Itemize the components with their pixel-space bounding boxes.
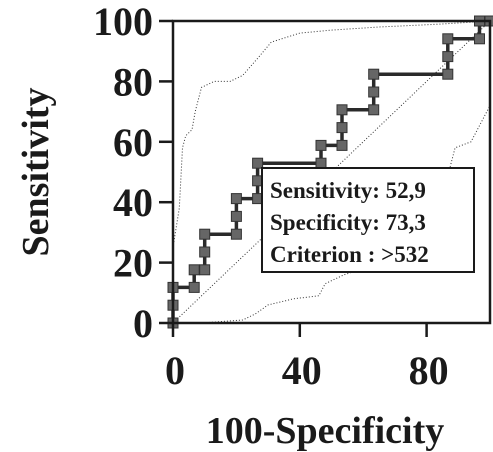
roc-point-20: [368, 86, 380, 98]
ci-upper-line: [172, 20, 491, 323]
annotation-box: Sensitivity: 52,9 Specificity: 73,3 Crit…: [261, 167, 475, 273]
roc-point-18: [336, 104, 348, 116]
roc-point-22: [442, 68, 454, 80]
y-tick-label-4: 80: [113, 59, 153, 104]
roc-point-9: [230, 210, 242, 222]
y-tick-label-3: 60: [113, 120, 153, 165]
roc-point-6: [199, 246, 211, 258]
diagonal-reference-line: [172, 20, 491, 324]
roc-point-24: [442, 33, 454, 45]
x-axis-title: 100-Specificity: [206, 410, 445, 452]
roc-point-25: [474, 33, 485, 45]
annotation-criterion: Criterion : >532: [270, 242, 429, 267]
y-tick-label-1: 20: [113, 241, 153, 286]
roc-point-15: [315, 139, 327, 151]
plot-frame: [171, 19, 492, 325]
y-tick-label-0: 0: [133, 301, 153, 346]
roc-point-10: [230, 193, 242, 205]
y-tick-label-2: 40: [113, 180, 153, 225]
annotation-frame: [261, 167, 475, 273]
roc-point-21: [368, 68, 380, 80]
roc-point-5: [199, 264, 211, 276]
y-axis-title: Sensitivity: [15, 88, 57, 257]
y-tick-label-5: 100: [93, 0, 153, 44]
roc-point-16: [336, 139, 348, 151]
roc-point-3: [188, 281, 200, 293]
y-axis-ticks: 0 20 40 60 80 100: [93, 0, 173, 346]
roc-point-8: [230, 228, 242, 240]
roc-point-7: [199, 228, 211, 240]
x-tick-label-0: 0: [165, 348, 185, 393]
roc-point-14: [315, 157, 327, 169]
annotation-sensitivity: Sensitivity: 52,9: [270, 178, 426, 203]
x-tick-label-2: 80: [409, 348, 449, 393]
roc-point-17: [336, 122, 348, 134]
confidence-band: [172, 20, 491, 324]
roc-point-23: [442, 51, 454, 63]
x-tick-label-1: 40: [282, 348, 322, 393]
annotation-specificity: Specificity: 73,3: [270, 210, 426, 235]
reference-line: [172, 20, 491, 324]
roc-point-4: [188, 264, 200, 276]
x-axis-ticks: 0 40 80: [165, 323, 449, 393]
roc-point-13: [252, 157, 264, 169]
roc-point-19: [368, 104, 380, 116]
